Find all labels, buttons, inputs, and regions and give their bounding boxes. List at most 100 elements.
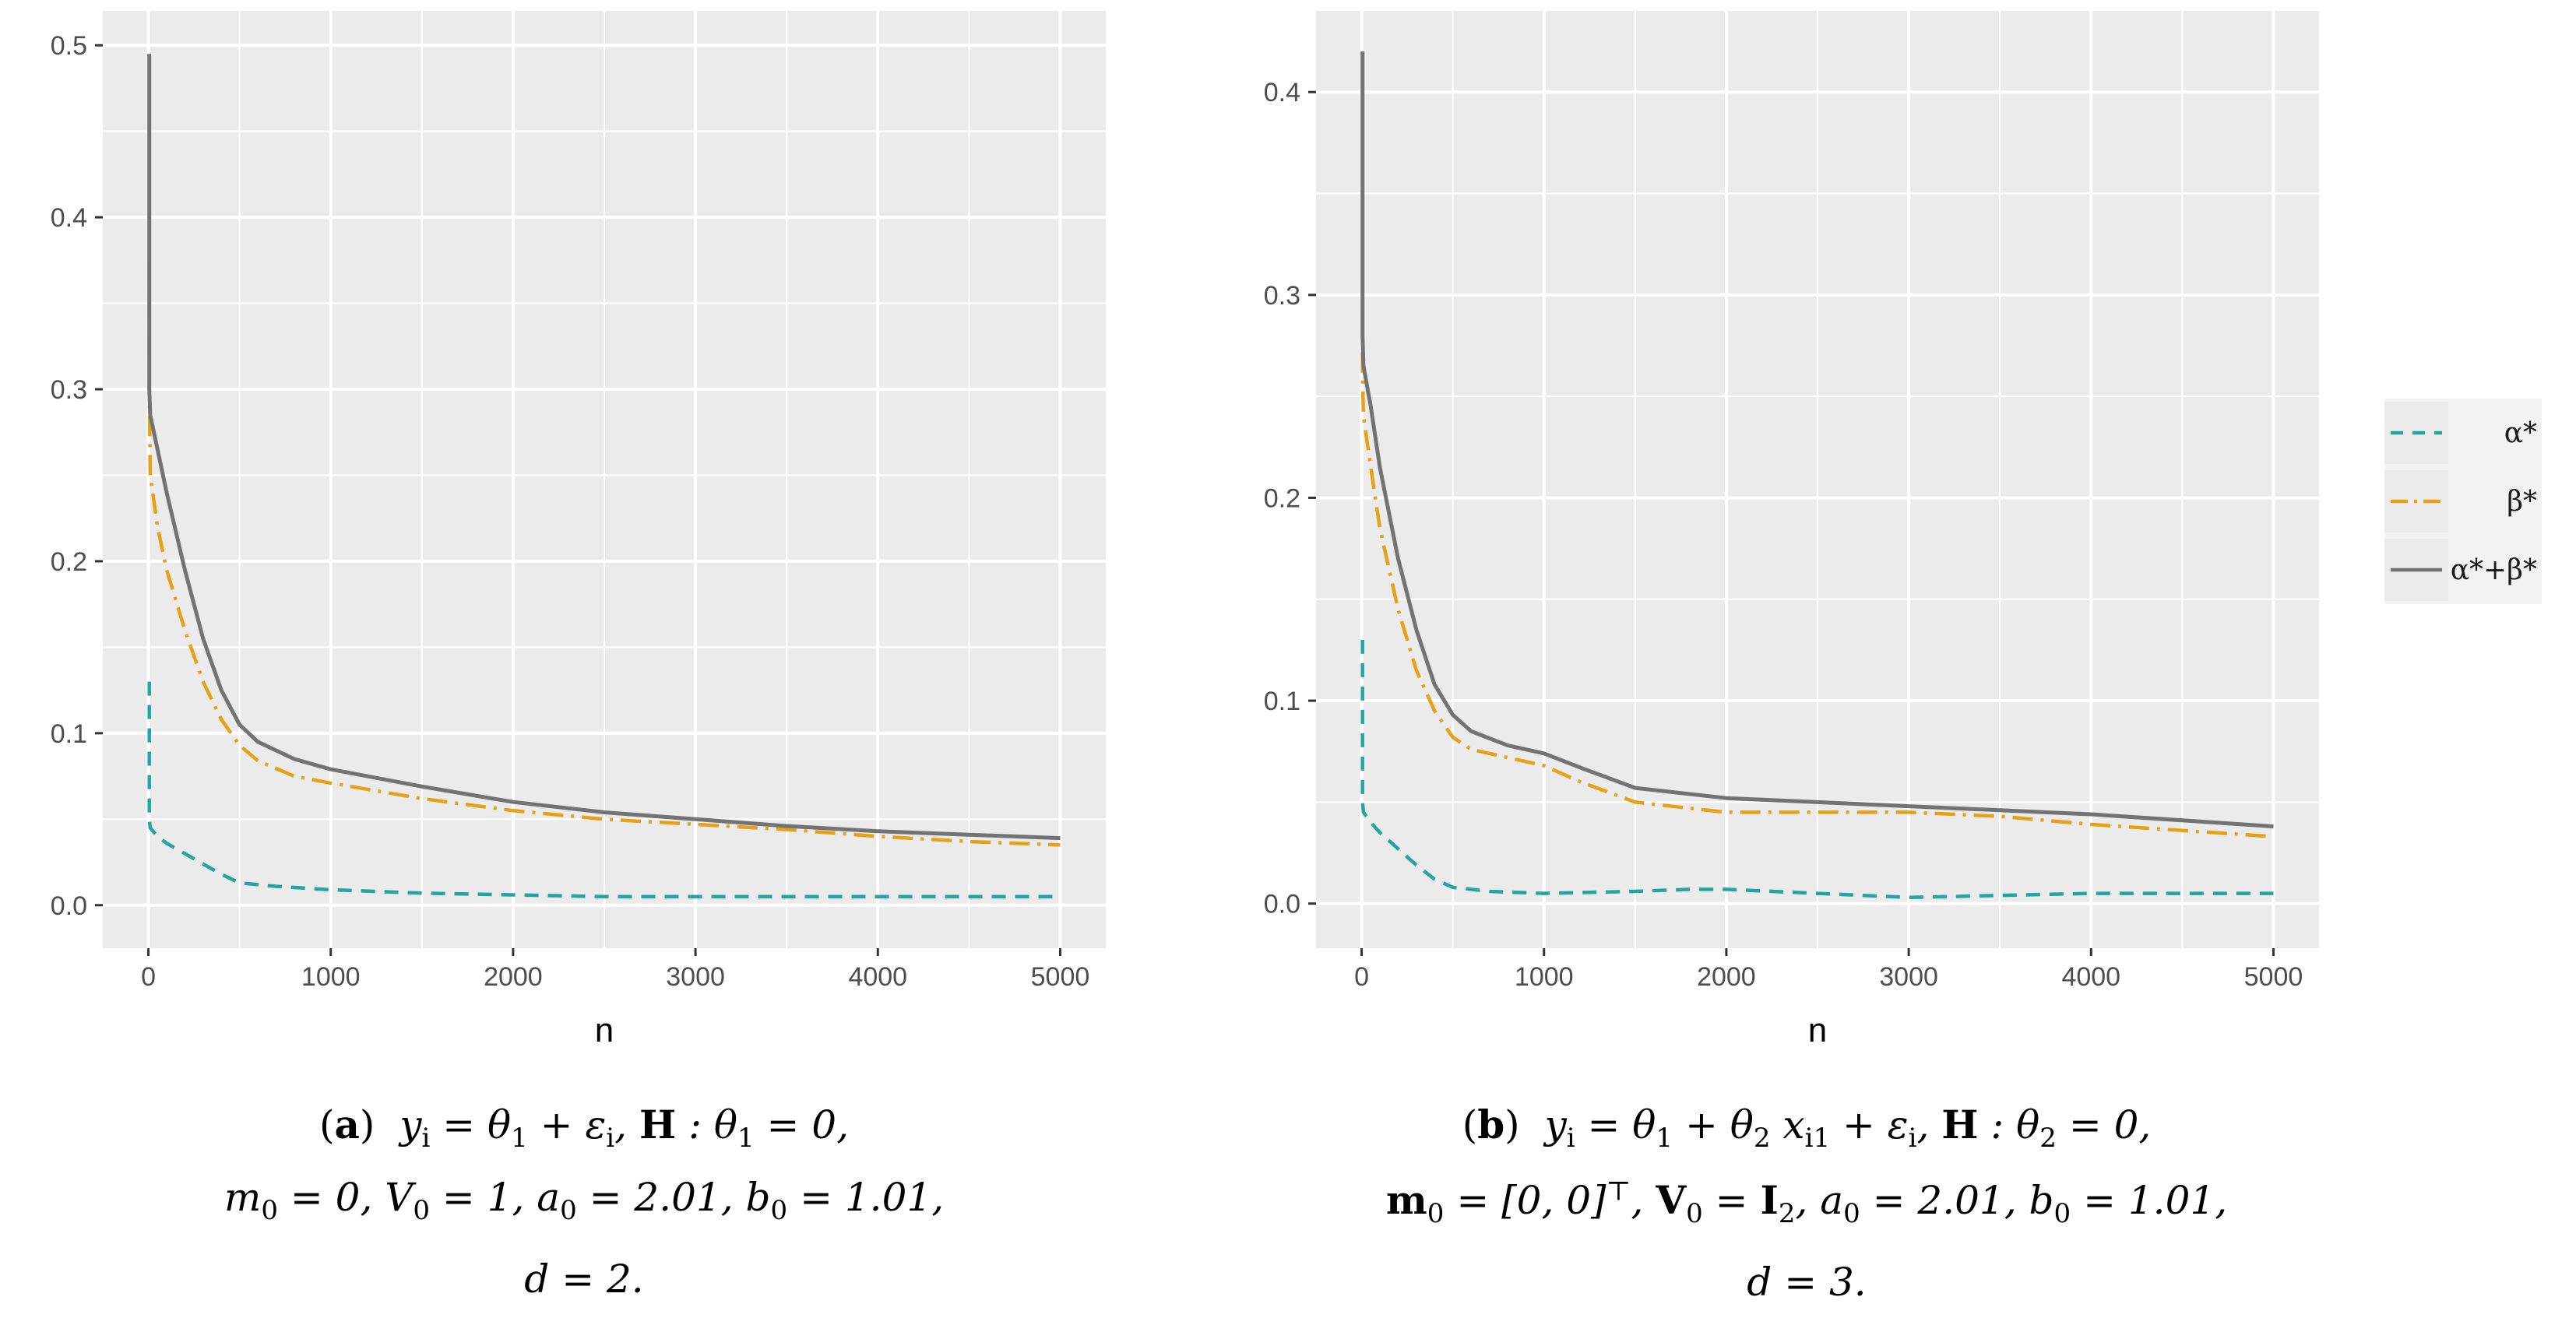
legend-label-alpha: α* [2504,417,2537,449]
x-axis-title: n [1808,1011,1827,1049]
caption-fragment: : θ [1978,1102,2040,1147]
caption-fragment: i1 [1804,1123,1831,1154]
caption-fragment: H [639,1102,677,1147]
y-tick-label: 0.2 [51,547,87,577]
caption-fragment: i [421,1123,431,1154]
caption-b: (b) yi = θ1 + θ2 xi1 + εi, H : θ2 = 0, m… [1378,1105,2235,1302]
y-tick-label: 0.1 [1264,687,1300,716]
y-tick-label: 0.2 [1264,483,1300,513]
caption-fragment: i [606,1123,615,1154]
caption-fragment: 0 [1686,1197,1703,1229]
caption-fragment: = θ [1575,1102,1656,1147]
caption-fragment: 0 [261,1195,278,1226]
caption-b-formula: yi = θ1 + θ2 xi1 + εi, H : θ2 = 0, [1544,1102,2152,1152]
caption-fragment: 0 [770,1195,788,1226]
caption-fragment: , [1795,1177,1821,1223]
y-tick-label: 0.4 [51,203,87,233]
caption-fragment: a [1820,1177,1844,1223]
caption-fragment: x [1770,1102,1805,1147]
caption-fragment: i [1566,1123,1575,1154]
caption-fragment: + ε [1830,1102,1909,1147]
legend-label-beta: β* [2507,486,2537,518]
caption-fragment: 1 [737,1123,755,1154]
x-tick-label: 4000 [2061,962,2120,992]
caption-fragment: , [614,1102,639,1147]
caption-fragment: = 2.01, [576,1175,746,1220]
caption-a-line1: (a) yi = θ1 + εi, H : θ1 = 0, [318,1102,850,1154]
caption-fragment: = 0, [2056,1102,2152,1147]
x-tick-label: 5000 [2244,962,2303,992]
caption-fragment: 2 [1778,1197,1796,1229]
x-tick-label: 2000 [1697,962,1756,992]
caption-fragment: y [1544,1102,1567,1147]
caption-b-params: m0 = [0, 0]⊤, V0 = I2, a0 = 2.01, b0 = 1… [1386,1176,2228,1227]
caption-fragment: , [1631,1177,1656,1223]
y-tick-label: 0.4 [1264,78,1300,107]
y-tick-label: 0.1 [51,719,87,749]
caption-b-tag: b [1477,1102,1505,1147]
caption-fragment: 0 [1843,1197,1860,1229]
chart-panel-b: 0 1000 2000 3000 4000 5000 0.0 0.1 0.2 0.3 0.4 n [1264,11,2319,1049]
caption-fragment: 1 [511,1123,528,1154]
caption-fragment: = 0, V [277,1175,413,1220]
y-tick-label: 0.3 [1264,281,1300,311]
caption-fragment: = 0, [754,1102,850,1147]
caption-fragment: = 1, [430,1175,537,1220]
caption-fragment: : θ [676,1102,737,1147]
series-line-alpha [147,681,1061,898]
caption-fragment: a [537,1175,561,1220]
x-tick-label: 0 [1354,962,1369,992]
x-tick-label: 2000 [484,962,543,992]
caption-fragment: 0 [1427,1197,1445,1229]
chart-panel-a: 0 1000 2000 3000 4000 5000 0.0 0.1 0.2 0.3 0.4 0.5 n [51,11,1106,1049]
x-tick-label: 0 [141,962,156,992]
series-line-sum [147,54,1061,841]
caption-fragment: , [1916,1102,1942,1147]
caption-b-line2: m0 = [0, 0]⊤, V0 = I2, a0 = 2.01, b0 = 1… [1378,1178,2235,1227]
x-tick-label: 1000 [1515,962,1574,992]
caption-fragment: 2 [2039,1123,2057,1154]
caption-fragment: + ε [527,1102,607,1147]
legend-label-sum: α*+β* [2451,554,2537,586]
caption-fragment: b [745,1175,771,1220]
caption-fragment: = 1.01, [2071,1177,2228,1223]
caption-fragment: = 1.01, [787,1175,945,1220]
y-tick-label: 0.0 [1264,890,1300,919]
y-tick-label: 0.5 [51,31,87,61]
caption-fragment: + θ [1673,1102,1754,1147]
caption-fragment: = [0, 0] [1444,1177,1606,1223]
caption-fragment: 0 [2053,1197,2071,1229]
x-tick-label: 3000 [1879,962,1938,992]
caption-b-line3: d = 3. [1747,1259,1867,1305]
caption-fragment: = 2.01, [1860,1177,2029,1223]
caption-fragment: = [1702,1177,1761,1223]
x-tick-label: 4000 [848,962,907,992]
caption-b-line1: (b) yi = θ1 + θ2 xi1 + εi, H : θ2 = 0, [1462,1102,2152,1154]
x-tick-label: 1000 [301,962,361,992]
caption-fragment: H [1941,1102,1979,1147]
caption-fragment: 0 [560,1195,577,1226]
caption-fragment: ⊤ [1606,1176,1631,1207]
caption-fragment: i [1908,1123,1917,1154]
caption-fragment: b [2029,1177,2054,1223]
caption-a-params: m0 = 0, V0 = 1, a0 = 2.01, b0 = 1.01, [223,1175,945,1224]
series-line-sum [1360,51,2274,829]
x-axis-title: n [595,1011,614,1049]
y-tick-label: 0.3 [51,375,87,405]
caption-a-tag: a [334,1102,360,1147]
caption-fragment: 2 [1753,1123,1771,1154]
caption-a-line2: m0 = 0, V0 = 1, a0 = 2.01, b0 = 1.01, [156,1178,1012,1224]
caption-fragment: 0 [413,1195,430,1226]
series-line-beta [147,260,1061,847]
caption-fragment: y [399,1102,422,1147]
x-tick-label: 3000 [666,962,725,992]
caption-a-line3: d = 2. [524,1256,644,1302]
caption-fragment: I [1760,1176,1779,1223]
caption-fragment: V [1656,1176,1687,1223]
caption-fragment: = θ [430,1102,512,1147]
caption-fragment: m [223,1175,262,1220]
series-line-alpha [1360,639,2274,900]
x-tick-label: 5000 [1031,962,1090,992]
y-tick-label: 0.0 [51,891,87,921]
